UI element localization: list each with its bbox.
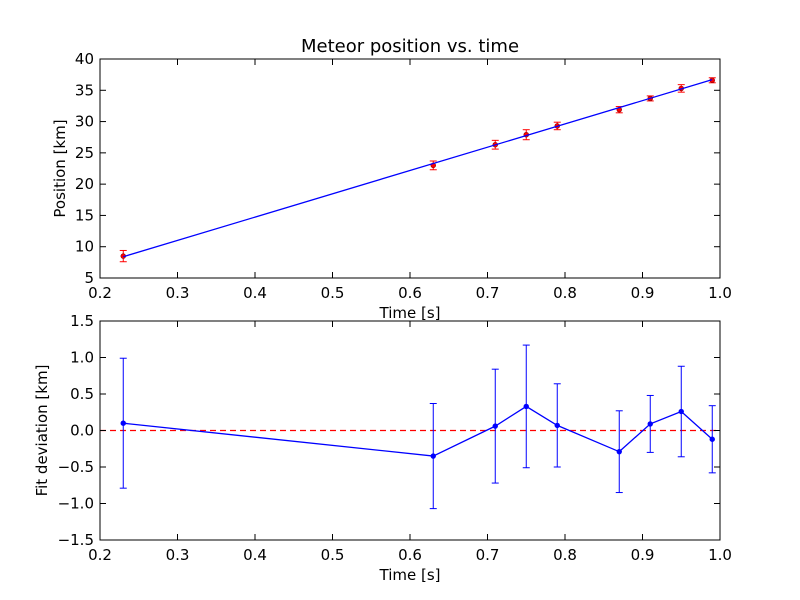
x-tick-label: 0.4: [243, 284, 267, 302]
y-tick-label: 1.0: [70, 349, 94, 367]
y-axis-label: Position [km]: [51, 119, 69, 217]
y-tick-label: 40: [75, 50, 94, 68]
y-tick-label: 25: [75, 144, 94, 162]
x-tick-label: 0.2: [88, 546, 112, 564]
x-tick-label: 0.5: [321, 284, 345, 302]
data-point: [678, 408, 684, 415]
y-tick-label: 0.5: [70, 385, 94, 403]
x-tick-label: 0.6: [398, 546, 422, 564]
y-tick-label: 5: [84, 269, 94, 287]
x-tick-label: 0.4: [243, 546, 267, 564]
x-tick-label: 0.5: [321, 546, 345, 564]
x-tick-label: 0.9: [631, 546, 655, 564]
x-tick-label: 0.8: [553, 284, 577, 302]
x-tick-label: 0.3: [166, 284, 190, 302]
x-tick-label: 1.0: [708, 546, 732, 564]
y-tick-label: 20: [75, 175, 94, 193]
x-tick-label: 0.7: [476, 546, 500, 564]
data-point: [554, 422, 560, 429]
data-point: [616, 448, 622, 455]
y-tick-label: 15: [75, 206, 94, 224]
position-chart: Meteor position vs. time Time [s] Positi…: [51, 36, 732, 322]
chart-title: Meteor position vs. time: [301, 36, 519, 57]
y-tick-label: 35: [75, 81, 94, 99]
y-tick-label: −1.0: [58, 495, 94, 513]
x-tick-label: 0.2: [88, 284, 112, 302]
y-tick-label: 10: [75, 238, 94, 256]
fit-line: [123, 79, 713, 258]
y-tick-label: −0.5: [58, 458, 94, 476]
data-point: [430, 453, 436, 459]
data-point: [709, 436, 715, 442]
deviation-chart: Time [s] Fit deviation [km] 0.2 0.3 0.4 0.5…: [33, 312, 732, 584]
x-tick-label: 1.0: [708, 284, 732, 302]
x-tick-label: 0.6: [398, 284, 422, 302]
y-tick-label: 0.0: [70, 422, 94, 440]
x-tick-label: 0.8: [553, 546, 577, 564]
y-axis-label: Fit deviation [km]: [33, 365, 51, 497]
x-axis-label: Time [s]: [379, 304, 441, 322]
x-tick-label: 0.3: [166, 546, 190, 564]
y-tick-label: −1.5: [58, 531, 94, 549]
y-tick-label: 1.5: [70, 312, 94, 330]
data-point: [647, 421, 653, 427]
x-axis-label: Time [s]: [379, 566, 441, 584]
x-tick-label: 0.9: [631, 284, 655, 302]
y-tick-label: 30: [75, 113, 94, 131]
data-point: [523, 403, 529, 410]
data-point: [120, 420, 126, 426]
data-point: [492, 423, 498, 429]
x-tick-label: 0.7: [476, 284, 500, 302]
